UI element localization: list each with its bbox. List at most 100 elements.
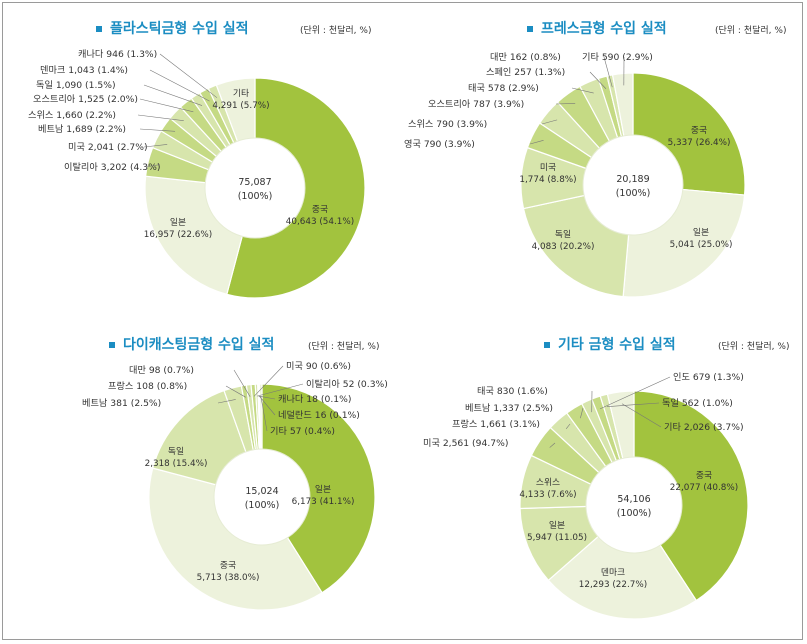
- callout-leader-line: [217, 399, 236, 404]
- pie-chart-4: 기타 금형 수입 실적 (단위 : 천달러, %) 54,106 (100%) 중국 22…: [423, 336, 789, 620]
- slice-value-label: 5,337 (26.4%): [668, 138, 731, 148]
- pie-chart-3: 다이캐스팅금형 수입 실적 (단위 : 천달러, %) 15,024 (100%) 일본…: [82, 336, 388, 611]
- callout-label: 미국 90 (0.6%): [286, 361, 351, 372]
- total-percent: (100%): [238, 191, 273, 202]
- total-value: 20,189: [616, 174, 649, 185]
- callout-label: 독일 1,090 (1.5%): [36, 80, 116, 91]
- total-percent: (100%): [245, 500, 280, 511]
- callout-leader-line: [143, 144, 168, 148]
- callout-leader-line: [253, 365, 284, 397]
- callout-label: 프랑스 1,661 (3.1%): [452, 418, 540, 430]
- callout-label: 베트남 1,337 (2.5%): [465, 403, 553, 414]
- callout-label: 스페인 257 (1.3%): [486, 67, 565, 78]
- callout-label: 오스트리아 787 (3.9%): [428, 99, 524, 110]
- callout-label: 기타 590 (2.9%): [582, 52, 653, 63]
- callout-leader-line: [258, 395, 276, 400]
- callout-leader-line: [139, 128, 176, 132]
- title-bullet-icon: [544, 342, 550, 348]
- callout-leader-line: [549, 442, 556, 448]
- callout-leader-line: [555, 103, 576, 105]
- callout-label: 스위스 790 (3.9%): [408, 119, 487, 130]
- callout-leader-line: [599, 376, 671, 410]
- callout-label: 캐나다 18 (0.1%): [278, 394, 351, 405]
- callout-label: 기타 2,026 (3.7%): [664, 422, 744, 433]
- callout-label: 캐나다 946 (1.3%): [78, 49, 157, 60]
- callout-label: 기타 57 (0.4%): [270, 426, 335, 437]
- slice-name-label: 독일: [168, 446, 184, 457]
- slice-name-label: 일본: [170, 217, 186, 228]
- callout-leader-line: [260, 395, 268, 432]
- unit-label: (단위 : 천달러, %): [308, 340, 379, 352]
- slice-name-label: 중국: [220, 560, 236, 571]
- callout-leader-line: [256, 383, 304, 397]
- slice-value-label: 5,947 (11.05): [527, 533, 587, 543]
- callout-label: 미국 2,041 (2.7%): [68, 142, 148, 153]
- slice-value-label: 12,293 (22.7%): [579, 580, 647, 590]
- callout-leader-line: [606, 402, 660, 407]
- callout-leader-line: [565, 423, 571, 430]
- pie-center: [213, 448, 311, 546]
- callout-label: 스위스 1,660 (2.2%): [28, 110, 116, 121]
- slice-value-label: 16,957 (22.6%): [144, 230, 212, 240]
- slice-value-label: 6,173 (41.1%): [292, 497, 355, 507]
- slice-value-label: 4,083 (20.2%): [532, 242, 595, 252]
- slice-name-label: 일본: [549, 520, 565, 531]
- slice-value-label: 5,041 (25.0%): [670, 240, 733, 250]
- callout-leader-line: [139, 98, 194, 113]
- callout-label: 프랑스 108 (0.8%): [108, 380, 187, 392]
- callout-label: 이탈리아 52 (0.3%): [306, 378, 388, 390]
- unit-label: (단위 : 천달러, %): [300, 24, 371, 36]
- callout-label: 태국 830 (1.6%): [477, 386, 548, 397]
- pie-chart-2: 프레스금형 수입 실적 (단위 : 천달러, %) 20,189 (100%) 중국 5,…: [404, 20, 786, 298]
- slice-value-label: 4,291 (5.7%): [212, 101, 269, 111]
- callout-label: 네덜란드 16 (0.1%): [278, 409, 360, 421]
- slice-name-label: 중국: [696, 470, 712, 481]
- callout-leader-line: [580, 407, 584, 419]
- title-bullet-icon: [96, 26, 102, 32]
- callout-leader-line: [143, 84, 203, 106]
- callout-label: 대만 98 (0.7%): [129, 365, 194, 376]
- slice-name-label: 일본: [693, 227, 709, 238]
- total-value: 75,087: [238, 177, 271, 188]
- total-value: 15,024: [245, 486, 278, 497]
- title-bullet-icon: [109, 342, 115, 348]
- chart-title: 다이캐스팅금형 수입 실적: [123, 336, 274, 353]
- slice-value-label: 2,318 (15.4%): [145, 459, 208, 469]
- slice-name-label: 기타: [233, 88, 249, 99]
- total-percent: (100%): [617, 508, 652, 519]
- callout-leader-line: [541, 119, 558, 125]
- slice-name-label: 중국: [691, 125, 707, 136]
- callout-leader-line: [589, 71, 607, 89]
- callout-label: 이탈리아 3,202 (4.3%): [64, 161, 160, 173]
- callout-label: 영국 790 (3.9%): [404, 139, 475, 150]
- callout-leader-line: [233, 369, 251, 397]
- unit-label: (단위 : 천달러, %): [718, 340, 789, 352]
- slice-value-label: 40,643 (54.1%): [286, 217, 354, 227]
- callout-leader-line: [529, 140, 544, 145]
- slice-value-label: 22,077 (40.8%): [670, 483, 738, 493]
- unit-label: (단위 : 천달러, %): [715, 24, 786, 36]
- chart-title: 기타 금형 수입 실적: [558, 336, 676, 353]
- pie-slice-중국: [148, 467, 323, 611]
- slice-name-label: 중국: [312, 204, 328, 215]
- slice-value-label: 5,713 (38.0%): [197, 573, 260, 583]
- pie-slice-일본: [261, 383, 376, 594]
- callout-leader-line: [259, 395, 276, 416]
- slice-name-label: 일본: [315, 484, 331, 495]
- callout-leader-line: [571, 87, 594, 94]
- title-bullet-icon: [527, 26, 533, 32]
- slice-value-label: 1,774 (8.8%): [519, 175, 576, 185]
- callout-label: 베트남 381 (2.5%): [82, 398, 161, 409]
- callout-leader-line: [137, 114, 184, 121]
- total-value: 54,106: [617, 494, 650, 505]
- callout-leader-line: [603, 56, 613, 88]
- slice-name-label: 미국: [540, 162, 556, 173]
- callout-leader-line: [159, 53, 218, 98]
- slice-value-label: 4,133 (7.6%): [519, 490, 576, 500]
- slice-name-label: 덴마크: [601, 567, 625, 578]
- slice-name-label: 독일: [555, 229, 571, 240]
- callout-leader-line: [225, 385, 246, 398]
